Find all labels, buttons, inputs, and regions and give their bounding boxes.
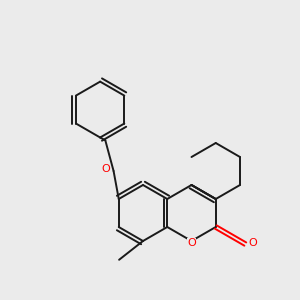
Text: O: O — [101, 164, 110, 174]
Text: O: O — [187, 238, 196, 248]
Text: O: O — [248, 238, 257, 248]
